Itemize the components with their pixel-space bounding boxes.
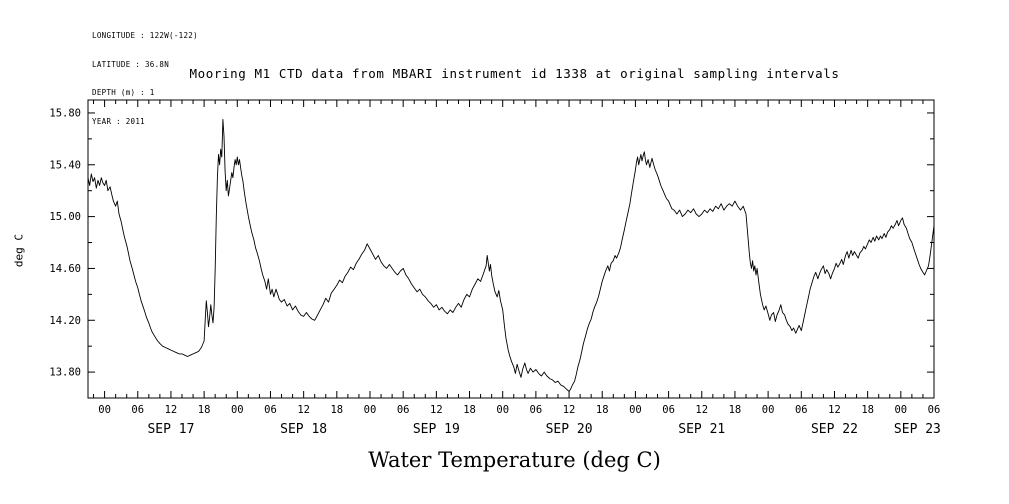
x-tick-label: 06 xyxy=(264,404,277,416)
y-tick-label: 15.80 xyxy=(49,107,81,119)
longitude-text: LONGITUDE : 122W(-122) xyxy=(92,31,198,40)
x-tick-label: 06 xyxy=(397,404,410,416)
x-tick-label: 12 xyxy=(695,404,708,416)
x-tick-label: 00 xyxy=(364,404,377,416)
x-tick-label: 00 xyxy=(894,404,907,416)
day-label: SEP 23 xyxy=(894,422,941,437)
plot-frame xyxy=(87,99,935,399)
day-label: SEP 19 xyxy=(413,422,460,437)
x-tick-label: 06 xyxy=(530,404,543,416)
x-tick-label: 12 xyxy=(430,404,443,416)
x-tick-label: 12 xyxy=(563,404,576,416)
x-tick-label: 06 xyxy=(928,404,941,416)
y-tick-label: 14.20 xyxy=(49,315,81,327)
x-axis-title: Water Temperature (deg C) xyxy=(368,448,661,472)
depth-text: DEPTH (m) : 1 xyxy=(92,88,155,97)
x-tick-label: 12 xyxy=(297,404,310,416)
y-tick-label: 14.60 xyxy=(49,263,81,275)
chart-title: Mooring M1 CTD data from MBARI instrumen… xyxy=(189,66,840,81)
x-tick-label: 00 xyxy=(231,404,244,416)
x-tick-label: 18 xyxy=(596,404,609,416)
day-labels: SEP 17 SEP 18 SEP 19 SEP 20 SEP 21 SEP 22 SEP … xyxy=(147,422,940,437)
day-label: SEP 18 xyxy=(280,422,327,437)
y-tick-labels: 13.80 14.20 14.60 15.00 15.40 15.80 xyxy=(49,107,81,378)
y-tick-label: 15.00 xyxy=(49,211,81,223)
x-tick-label: 18 xyxy=(463,404,476,416)
x-tick-label: 06 xyxy=(795,404,808,416)
year-text: YEAR : 2011 xyxy=(92,116,145,126)
x-tick-label: 00 xyxy=(762,404,775,416)
x-tick-label: 06 xyxy=(662,404,675,416)
x-tick-label: 18 xyxy=(729,404,742,416)
x-tick-label: 18 xyxy=(330,404,343,416)
day-label: SEP 20 xyxy=(546,422,593,437)
axis-ticks xyxy=(88,100,935,398)
x-tick-label: 06 xyxy=(131,404,144,416)
x-tick-label: 00 xyxy=(98,404,111,416)
x-tick-labels: 00 06 12 18 00 06 12 18 00 06 12 18 00 06 12 18 00 06 12 18… xyxy=(98,404,940,416)
x-tick-label: 18 xyxy=(861,404,874,416)
latitude-text: LATITUDE : 36.8N xyxy=(92,59,170,69)
x-tick-label: 12 xyxy=(828,404,841,416)
x-tick-label: 00 xyxy=(496,404,509,416)
day-label: SEP 17 xyxy=(147,422,194,437)
y-tick-label: 13.80 xyxy=(49,367,81,379)
temperature-line xyxy=(87,118,935,392)
day-label: SEP 22 xyxy=(811,422,858,437)
x-tick-label: 18 xyxy=(198,404,211,416)
x-tick-label: 00 xyxy=(629,404,642,416)
day-label: SEP 21 xyxy=(678,422,725,437)
x-tick-label: 12 xyxy=(165,404,178,416)
y-tick-label: 15.40 xyxy=(49,159,81,171)
station-info-block: LONGITUDE : 122W(-122) LATITUDE : 36.8N … xyxy=(92,12,198,145)
